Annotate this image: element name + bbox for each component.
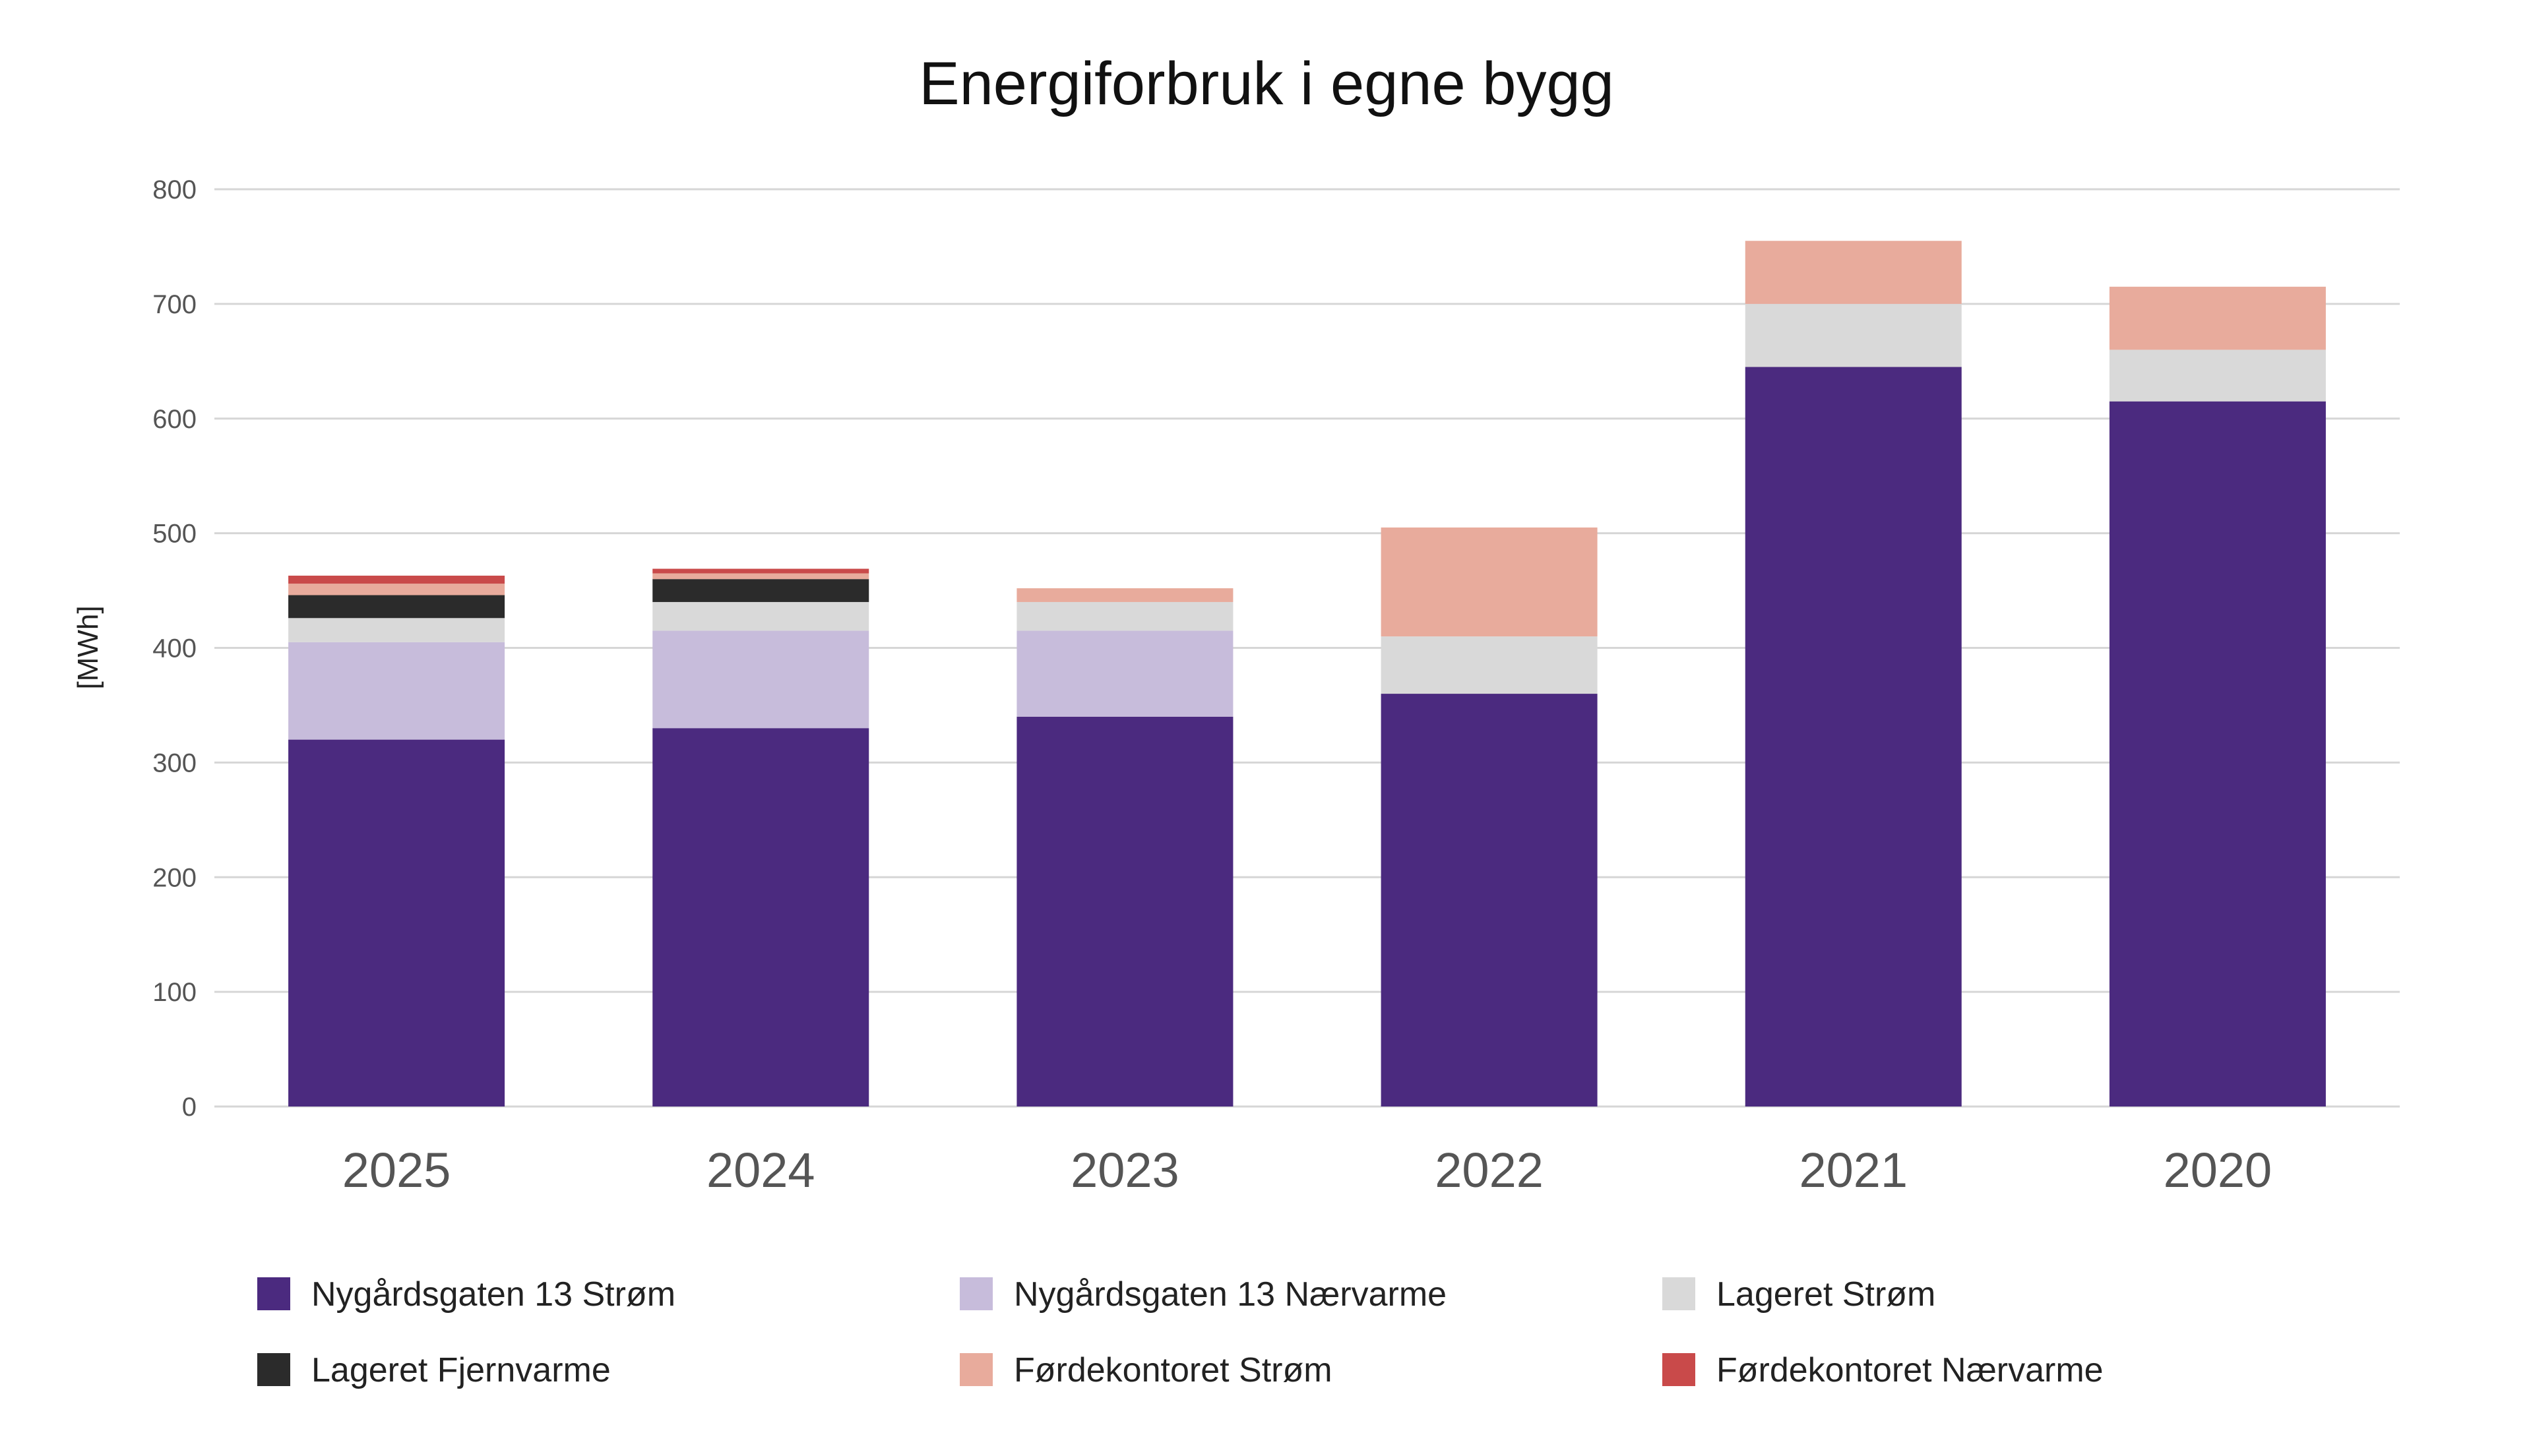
legend-swatch — [1662, 1277, 1695, 1310]
bar-segment — [2109, 286, 2326, 350]
y-tick-label: 500 — [152, 520, 197, 549]
y-axis-ticks: 0 100 200 300 400 500 600 700 800 — [152, 175, 197, 1122]
legend-label: Lageret Fjernvarme — [311, 1351, 611, 1389]
bar-segment — [1016, 630, 1234, 717]
legend-swatch — [1662, 1353, 1695, 1386]
bars — [288, 241, 2326, 1107]
y-tick-label: 800 — [152, 175, 197, 204]
bar-segment — [2109, 349, 2326, 402]
legend-item: Nygårdsgaten 13 Strøm — [257, 1275, 675, 1314]
bar-segment — [288, 575, 505, 584]
bar-segment — [1381, 694, 1598, 1107]
chart-title: Energiforbruk i egne bygg — [919, 50, 1614, 117]
bar-segment — [1016, 588, 1234, 602]
y-tick-label: 100 — [152, 978, 197, 1007]
y-tick-label: 300 — [152, 748, 197, 777]
legend-item: Nygårdsgaten 13 Nærvarme — [960, 1275, 1447, 1314]
bar-segment — [1016, 716, 1234, 1107]
bar-segment — [2109, 401, 2326, 1107]
legend-swatch — [960, 1277, 993, 1310]
legend-label: Førdekontoret Strøm — [1014, 1351, 1332, 1389]
legend-swatch — [960, 1353, 993, 1386]
legend-item: Førdekontoret Strøm — [960, 1351, 1332, 1389]
gridlines — [214, 188, 2400, 1108]
bar-segment — [652, 573, 869, 580]
x-axis-ticks: 2025 2024 2023 2022 2021 2020 — [342, 1143, 2272, 1198]
y-tick-label: 400 — [152, 634, 197, 663]
legend-label: Nygårdsgaten 13 Strøm — [311, 1275, 675, 1314]
bar-segment — [652, 630, 869, 729]
x-tick-label: 2025 — [342, 1143, 451, 1198]
legend-item: Lageret Fjernvarme — [257, 1351, 611, 1389]
bar-segment — [1381, 527, 1598, 637]
legend-item: Førdekontoret Nærvarme — [1662, 1351, 2104, 1389]
bar-segment — [288, 739, 505, 1107]
bar-segment — [288, 595, 505, 619]
bar-segment — [1745, 303, 1962, 367]
bar-segment — [288, 642, 505, 740]
bar-segment — [652, 728, 869, 1107]
legend: Nygårdsgaten 13 Strøm Nygårdsgaten 13 Nær… — [257, 1275, 2104, 1389]
legend-label: Nygårdsgaten 13 Nærvarme — [1014, 1275, 1447, 1314]
legend-label: Lageret Strøm — [1716, 1275, 1935, 1314]
x-tick-label: 2024 — [706, 1143, 815, 1198]
legend-swatch — [257, 1353, 290, 1386]
y-tick-label: 200 — [152, 863, 197, 892]
bar-segment — [288, 584, 505, 595]
x-tick-label: 2023 — [1071, 1143, 1179, 1198]
y-tick-label: 0 — [182, 1093, 197, 1122]
y-tick-label: 700 — [152, 290, 197, 319]
legend-swatch — [257, 1277, 290, 1310]
y-tick-label: 600 — [152, 405, 197, 434]
legend-label: Førdekontoret Nærvarme — [1716, 1351, 2104, 1389]
bar-segment — [288, 618, 505, 642]
y-axis-label: [MWh] — [72, 605, 104, 689]
x-tick-label: 2022 — [1435, 1143, 1544, 1198]
legend-item: Lageret Strøm — [1662, 1275, 1935, 1314]
bar-segment — [1381, 636, 1598, 694]
x-tick-label: 2020 — [2164, 1143, 2272, 1198]
bar-segment — [1745, 367, 1962, 1107]
bar-segment — [652, 568, 869, 574]
bar-segment — [652, 579, 869, 602]
x-tick-label: 2021 — [1799, 1143, 1908, 1198]
bar-segment — [1745, 241, 1962, 304]
bar-segment — [652, 601, 869, 631]
bar-segment — [1016, 601, 1234, 631]
